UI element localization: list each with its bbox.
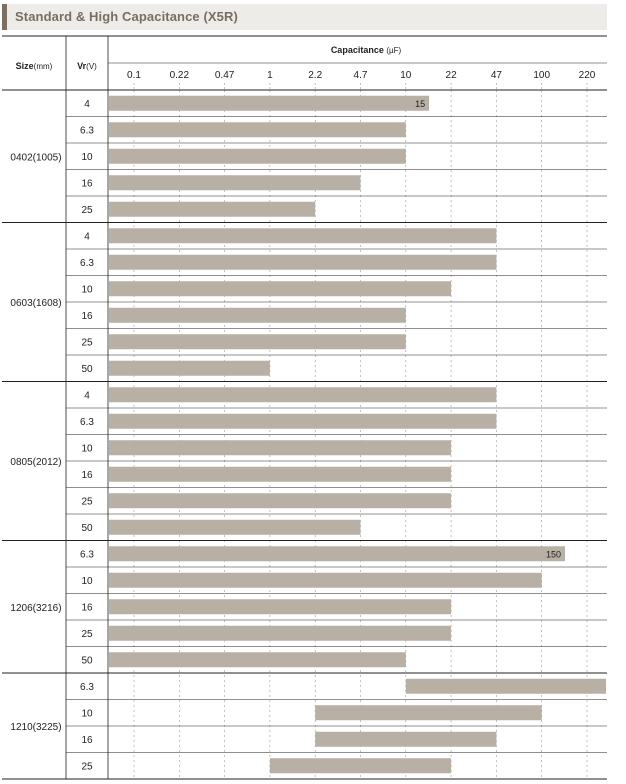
vr-label-0603(1608)-16: 16 <box>81 311 93 322</box>
tick-label-10: 10 <box>400 70 412 81</box>
vr-label-1206(3216)-25: 25 <box>81 629 93 640</box>
vr-label-0805(2012)-50: 50 <box>81 523 93 534</box>
bar-1210(3225)-25 <box>269 758 452 774</box>
tick-label-47: 47 <box>491 70 503 81</box>
title-bar: Standard & High Capacitance (X5R) <box>2 4 607 30</box>
vr-label-0805(2012)-10: 10 <box>81 443 93 454</box>
tick-label-0.1: 0.1 <box>127 70 141 81</box>
vr-label-0402(1005)-4: 4 <box>84 99 90 110</box>
size-label-0603(1608): 0603(1608) <box>10 298 61 309</box>
vr-label-1206(3216)-6.3: 6.3 <box>80 549 94 560</box>
bar-0603(1608)-16 <box>109 307 406 323</box>
vr-label-0402(1005)-10: 10 <box>81 152 93 163</box>
bar-1206(3216)-10 <box>109 572 542 588</box>
size-label-0805(2012): 0805(2012) <box>10 457 61 468</box>
chart-title: Standard & High Capacitance (X5R) <box>15 9 238 24</box>
bar-0805(2012)-4 <box>109 387 497 403</box>
vr-label-0603(1608)-50: 50 <box>81 364 93 375</box>
bar-0402(1005)-25 <box>109 201 316 217</box>
tick-label-22: 22 <box>446 70 458 81</box>
bar-1206(3216)-25 <box>109 625 452 641</box>
tick-label-0.47: 0.47 <box>215 70 235 81</box>
tick-label-0.22: 0.22 <box>170 70 190 81</box>
bar-1206(3216)-16 <box>109 599 452 615</box>
bar-0402(1005)-16 <box>109 175 361 191</box>
size-label-0402(1005): 0402(1005) <box>10 152 61 163</box>
bar-value-label-0402(1005)-4: 15 <box>415 99 425 109</box>
bar-0603(1608)-10 <box>109 281 452 297</box>
bar-0402(1005)-6.3 <box>109 122 406 138</box>
tick-label-1: 1 <box>267 70 273 81</box>
bar-value-label-1206(3216)-6.3: 150 <box>546 549 561 559</box>
bar-0603(1608)-6.3 <box>109 254 497 270</box>
bar-1206(3216)-50 <box>109 652 406 668</box>
vr-label-0402(1005)-6.3: 6.3 <box>80 125 94 136</box>
vr-label-1206(3216)-16: 16 <box>81 602 93 613</box>
vr-label-0805(2012)-25: 25 <box>81 496 93 507</box>
bar-0805(2012)-25 <box>109 493 452 509</box>
size-header: Size(mm) <box>16 61 53 71</box>
vr-label-0402(1005)-25: 25 <box>81 205 93 216</box>
vr-label-0603(1608)-4: 4 <box>84 231 90 242</box>
bar-1210(3225)-6.3 <box>405 678 606 694</box>
bar-0805(2012)-16 <box>109 466 452 482</box>
size-label-1210(3225): 1210(3225) <box>10 722 61 733</box>
bar-1210(3225)-10 <box>315 705 542 721</box>
vr-label-0402(1005)-16: 16 <box>81 178 93 189</box>
vr-label-1210(3225)-16: 16 <box>81 735 93 746</box>
vr-label-1210(3225)-25: 25 <box>81 761 93 772</box>
bar-1210(3225)-16 <box>315 731 497 747</box>
vr-label-0805(2012)-16: 16 <box>81 470 93 481</box>
vr-label-0603(1608)-6.3: 6.3 <box>80 258 94 269</box>
tick-label-4.7: 4.7 <box>354 70 368 81</box>
vr-label-1210(3225)-6.3: 6.3 <box>80 682 94 693</box>
bar-0402(1005)-4 <box>109 95 430 111</box>
bar-0603(1608)-4 <box>109 228 497 244</box>
tick-label-2.2: 2.2 <box>308 70 322 81</box>
title-accent <box>2 4 7 30</box>
bar-1206(3216)-6.3 <box>109 546 565 562</box>
vr-label-0603(1608)-25: 25 <box>81 337 93 348</box>
bar-0603(1608)-25 <box>109 334 406 350</box>
bar-0805(2012)-50 <box>109 519 361 535</box>
vr-label-1210(3225)-10: 10 <box>81 708 93 719</box>
vr-label-1206(3216)-50: 50 <box>81 655 93 666</box>
size-label-1206(3216): 1206(3216) <box>10 603 61 614</box>
bar-0603(1608)-50 <box>109 360 270 376</box>
vr-label-0805(2012)-6.3: 6.3 <box>80 417 94 428</box>
bar-0805(2012)-6.3 <box>109 413 497 429</box>
vr-label-0603(1608)-10: 10 <box>81 284 93 295</box>
capacitance-header: Capacitance (µF) <box>331 45 402 55</box>
bar-0805(2012)-10 <box>109 440 452 456</box>
vr-label-1206(3216)-10: 10 <box>81 576 93 587</box>
vr-header: Vr(V) <box>77 61 97 71</box>
vr-label-0805(2012)-4: 4 <box>84 390 90 401</box>
bar-0402(1005)-10 <box>109 148 406 164</box>
tick-label-100: 100 <box>533 70 550 81</box>
tick-label-220: 220 <box>579 70 596 81</box>
